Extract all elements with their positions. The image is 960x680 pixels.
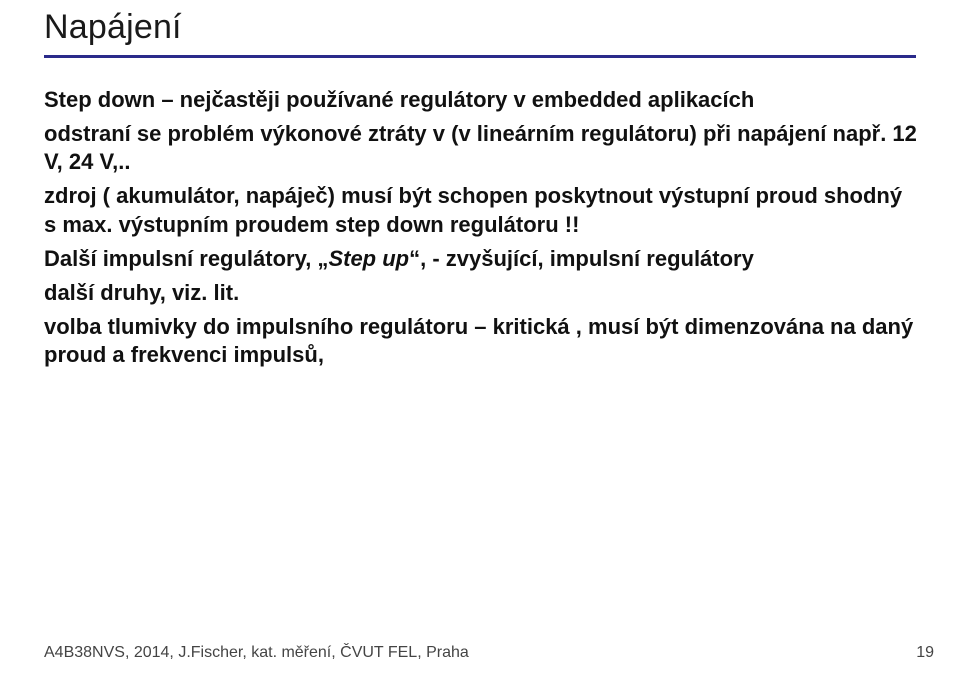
- body-text: Step down – nejčastěji používané regulát…: [44, 86, 920, 375]
- title-band: Napájení: [0, 2, 960, 58]
- page-title: Napájení: [44, 8, 916, 47]
- text-run: “, - zvyšující, impulsní regulátory: [409, 246, 754, 271]
- page-number: 19: [916, 644, 934, 662]
- slide: Napájení Step down – nejčastěji používan…: [0, 0, 960, 680]
- body-line: zdroj ( akumulátor, napáječ) musí být sc…: [44, 182, 920, 238]
- title-underline: [44, 55, 916, 58]
- footer-text: A4B38NVS, 2014, J.Fischer, kat. měření, …: [44, 644, 469, 662]
- body-line: další druhy, viz. lit.: [44, 279, 920, 307]
- body-line: volba tlumivky do impulsního regulátoru …: [44, 313, 920, 369]
- body-line: odstraní se problém výkonové ztráty v (v…: [44, 120, 920, 176]
- body-line: Další impulsní regulátory, „Step up“, - …: [44, 245, 920, 273]
- text-run-emphasis: Step up: [328, 246, 409, 271]
- body-line: Step down – nejčastěji používané regulát…: [44, 86, 920, 114]
- text-run: Další impulsní regulátory, „: [44, 246, 328, 271]
